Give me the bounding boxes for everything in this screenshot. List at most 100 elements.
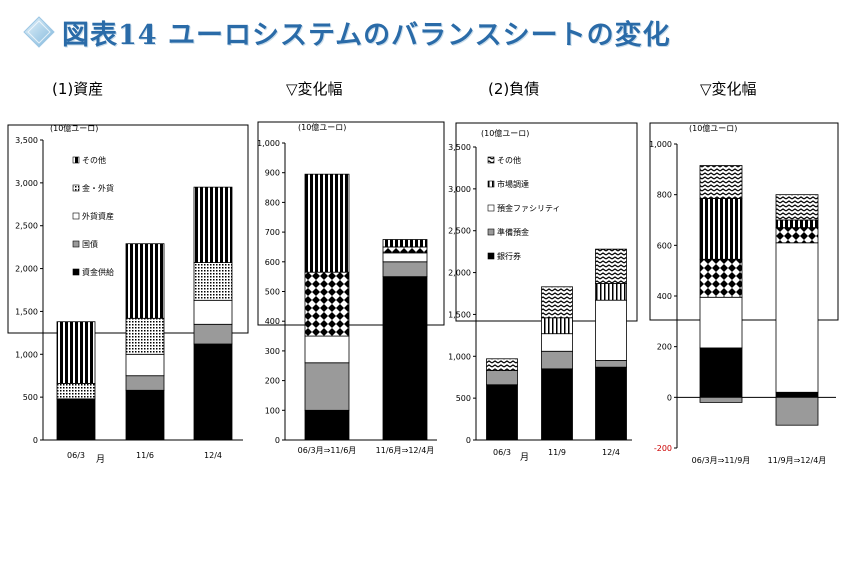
chart-1-bar-1-seg-0	[382, 276, 428, 441]
chart-3-bar-1-seg-1	[775, 396, 819, 426]
chart-2-bar-1-seg-1	[541, 350, 573, 370]
chart-0-bar-1-seg-1	[125, 375, 165, 391]
chart-1-y-tick-label: 0	[275, 436, 280, 445]
chart-0-y-tick-label: 0	[33, 436, 38, 445]
chart-0-y-tick-label: 2,000	[15, 265, 38, 274]
chart-3-y-tick-label: 0	[667, 393, 672, 402]
chart-2-legend-label: 準備預金	[497, 227, 529, 237]
chart-0-legend-swatch	[72, 240, 80, 248]
chart-0-bar-2-seg-2	[193, 299, 233, 325]
chart-2-bar-1-seg-2	[541, 333, 573, 352]
chart-0-y-tick-label: 1,000	[15, 350, 38, 359]
chart-1-category-label: 11/6月⇒12/4月	[376, 446, 435, 455]
chart-2-bar-1-seg-3	[541, 317, 573, 335]
chart-2-y-tick-label: 0	[466, 436, 471, 445]
chart-2-bar-0-seg-0	[486, 384, 518, 441]
chart-1-y-tick-label: 1,000	[257, 139, 280, 148]
chart-0-legend-swatch	[72, 156, 80, 164]
chart-2-bar-2-seg-3	[595, 283, 627, 301]
chart-2-bar-0-seg-4	[486, 358, 518, 371]
chart-2-x-suffix: 月	[520, 452, 529, 463]
asset-change-heading: ▽変化幅	[286, 80, 343, 98]
liability-change-heading: ▽変化幅	[700, 80, 757, 98]
chart-1-y-tick-label: 400	[265, 317, 280, 326]
chart-1-bar-1-seg-3	[382, 246, 428, 254]
chart-3-bar-0-seg-0	[699, 347, 743, 398]
chart-3-y-tick-label: 200	[657, 343, 672, 352]
chart-3-bar-0-seg-3	[699, 258, 743, 298]
chart-0-bar-0-seg-4	[56, 321, 96, 384]
chart-1-y-tick-label: 100	[265, 406, 280, 415]
chart-1-y-tick-label: 300	[265, 347, 280, 356]
chart-2-category-label: 06/3	[493, 448, 511, 457]
chart-2-unit-label: (10億ユーロ)	[481, 128, 529, 138]
chart-3-y-tick-label: 1,000	[649, 140, 672, 149]
chart-0-bar-1-seg-4	[125, 243, 165, 319]
chart-2-y-tick-label: 2,500	[448, 227, 471, 236]
chart-1-y-tick-label: 700	[265, 228, 280, 237]
chart-0-legend-swatch	[72, 268, 80, 276]
chart-3-bar-0-seg-4	[699, 198, 743, 260]
chart-2-bar-1-seg-0	[541, 368, 573, 441]
chart-3-unit-label: (10億ユーロ)	[689, 123, 737, 133]
chart-2-y-tick-label: 2,000	[448, 269, 471, 278]
chart-3-category-label: 06/3月⇒11/9月	[692, 456, 751, 465]
chart-0-legend-swatch	[72, 184, 80, 192]
chart-3-y-tick-label: -200	[654, 444, 672, 453]
liability-heading: (2)負債	[488, 80, 540, 98]
chart-1-category-label: 06/3月⇒11/6月	[298, 446, 357, 455]
chart-3-bar-1-seg-0	[775, 391, 819, 398]
chart-0-legend-label: 資金供給	[82, 267, 114, 277]
chart-2-legend-label: 市場調達	[497, 179, 529, 189]
chart-0-bar-1-seg-0	[125, 389, 165, 441]
chart-0-category-label: 12/4	[204, 451, 222, 460]
chart-1-unit-label: (10億ユーロ)	[298, 122, 346, 132]
chart-0-category-label: 11/6	[136, 451, 154, 460]
chart-0-bar-1-seg-2	[125, 353, 165, 377]
asset-heading: (1)資産	[52, 80, 104, 98]
chart-0-y-tick-label: 1,500	[15, 307, 38, 316]
figure-title: 図表14 ユーロシステムのバランスシートの変化	[22, 14, 671, 51]
chart-1-bar-0-seg-1	[304, 362, 350, 411]
chart-3-y-tick-label: 600	[657, 241, 672, 250]
chart-0-bar-2-seg-4	[193, 186, 233, 263]
chart-2-legend-swatch	[487, 228, 495, 236]
chart-0-y-tick-label: 2,500	[15, 222, 38, 231]
chart-1-bar-0-seg-2	[304, 335, 350, 364]
chart-2-y-tick-label: 1,500	[448, 310, 471, 319]
chart-3-bar-1-seg-2	[775, 242, 819, 393]
chart-2-legend-label: 銀行券	[497, 251, 521, 261]
chart-2-bar-1-seg-4	[541, 286, 573, 319]
diamond-icon	[23, 16, 55, 48]
title-text: 図表14 ユーロシステムのバランスシートの変化	[62, 19, 671, 51]
chart-1-y-tick-label: 500	[265, 288, 280, 297]
chart-0-bar-0-seg-3	[56, 383, 96, 400]
chart-1-bar-0-seg-0	[304, 409, 350, 441]
chart-1-frame	[257, 121, 445, 326]
chart-2-category-label: 11/9	[548, 448, 566, 457]
chart-2-legend-swatch	[487, 156, 495, 164]
chart-2-bar-2-seg-2	[595, 299, 627, 361]
chart-0-bar-2-seg-0	[193, 343, 233, 441]
chart-1-y-tick-label: 900	[265, 169, 280, 178]
chart-0-bar-1-seg-3	[125, 317, 165, 355]
chart-3-bar-1-seg-3	[775, 227, 819, 244]
chart-2-bar-2-seg-0	[595, 366, 627, 441]
chart-0-legend-swatch	[72, 212, 80, 220]
chart-2-y-tick-label: 500	[456, 394, 471, 403]
chart-2-legend-swatch	[487, 204, 495, 212]
chart-3-bar-1-seg-5	[775, 194, 819, 221]
chart-1-y-tick-label: 800	[265, 198, 280, 207]
chart-0-legend-label: 外貨資産	[82, 211, 114, 221]
chart-0-legend-label: その他	[82, 155, 106, 165]
chart-1-bar-0-seg-4	[304, 173, 350, 273]
chart-3-bar-0-seg-1	[699, 396, 743, 403]
chart-2-legend-label: 預金ファシリティ	[497, 203, 561, 213]
chart-1-y-tick-label: 200	[265, 377, 280, 386]
chart-0-y-tick-label: 3,500	[15, 136, 38, 145]
chart-1-bar-1-seg-4	[382, 239, 428, 248]
chart-3-frame	[649, 122, 839, 321]
chart-3-y-tick-label: 800	[657, 191, 672, 200]
